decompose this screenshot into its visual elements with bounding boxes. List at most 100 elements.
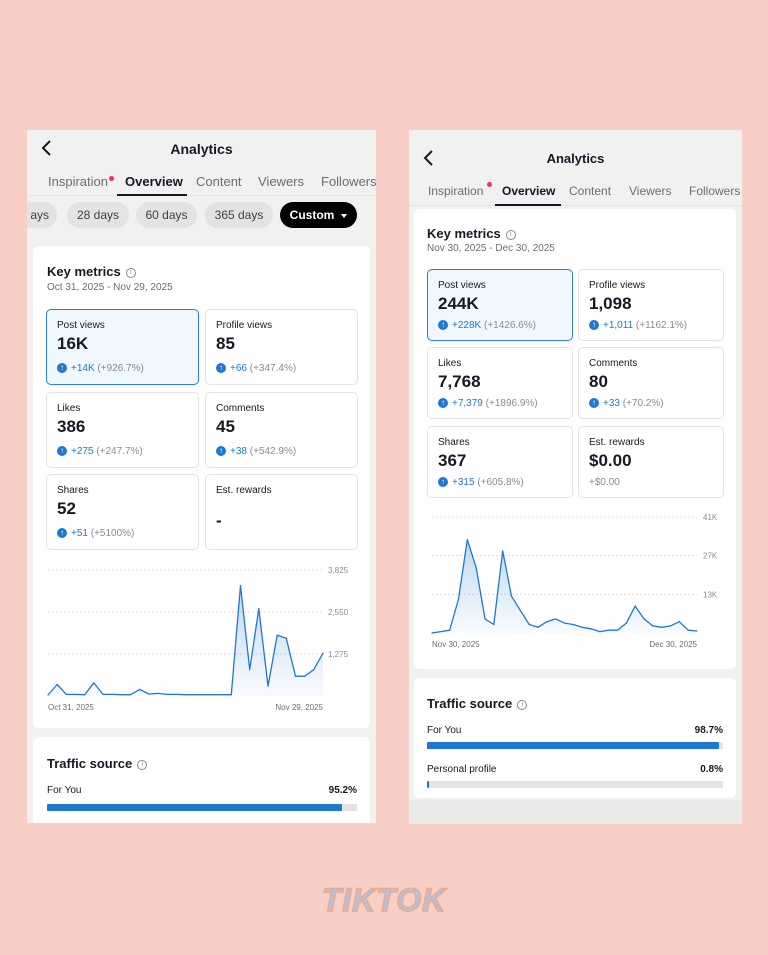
data-point	[129, 694, 132, 696]
tab-viewers[interactable]: Viewers	[629, 184, 672, 198]
data-point	[221, 694, 223, 696]
metric-label: Shares	[57, 485, 89, 496]
traffic-source-title: Traffic source	[47, 756, 133, 771]
tab-inspiration[interactable]: Inspiration	[48, 174, 108, 189]
metric-value: 367	[438, 451, 467, 470]
metric-value: 52	[57, 499, 76, 518]
notification-dot	[109, 176, 114, 181]
pill-custom-label: Custom	[289, 208, 335, 222]
x-label-end: Nov 29, 2025	[275, 703, 323, 712]
data-point	[230, 694, 232, 696]
pill-365-days[interactable]: 365 days	[205, 202, 273, 228]
change-pct: (+247.7%)	[96, 446, 143, 457]
data-point	[572, 623, 574, 626]
change-abs: +1,011	[603, 320, 634, 331]
data-point	[669, 625, 672, 627]
data-point	[563, 622, 566, 624]
metric-profile-views[interactable]: Profile views 1,098 ↑ +1,011 (+1162.1%)	[578, 269, 724, 341]
pill-7-days[interactable]: ays	[27, 202, 57, 228]
tab-viewers[interactable]: Viewers	[258, 174, 305, 189]
key-metrics-heading: Key metrics i	[427, 226, 516, 241]
tab-content[interactable]: Content	[569, 184, 612, 198]
tab-inspiration[interactable]: Inspiration	[428, 184, 484, 198]
metric-shares[interactable]: Shares 52 ↑ +51 (+5100%)	[46, 474, 199, 550]
change-pct: (+542.9%)	[249, 446, 297, 457]
pill-60-days[interactable]: 60 days	[136, 202, 197, 228]
arrow-up-icon: ↑	[438, 477, 448, 488]
metric-est-rewards[interactable]: Est. rewards -	[205, 474, 358, 550]
traffic-label: For You	[427, 725, 462, 736]
metric-likes[interactable]: Likes 7,768 ↑ +7,379 (+1896.9%)	[427, 347, 573, 419]
tab-followers[interactable]: Followers	[321, 174, 376, 189]
left-screenshot: Analytics Inspiration Overview Content V…	[27, 130, 376, 823]
info-icon[interactable]: i	[137, 759, 148, 770]
tab-content[interactable]: Content	[196, 174, 242, 189]
data-point	[608, 629, 610, 631]
arrow-up-icon: ↑	[589, 398, 599, 409]
metric-label: Profile views	[589, 280, 646, 291]
post-views-chart: 41K 27K 13K Nov 30, 2025 Dec 30, 2025	[431, 513, 718, 649]
pill-28-days[interactable]: 28 days	[67, 202, 129, 228]
info-icon[interactable]: i	[125, 267, 136, 278]
traffic-bar-fill	[427, 742, 720, 749]
data-point	[65, 693, 67, 695]
bottom-area	[409, 800, 742, 824]
tab-overview[interactable]: Overview	[502, 184, 556, 198]
tab-followers[interactable]: Followers	[689, 184, 741, 198]
metric-value: -	[216, 511, 222, 530]
back-arrow-icon[interactable]	[37, 138, 57, 158]
tab-bar: Inspiration Overview Content Viewers Fol…	[27, 166, 376, 196]
data-point	[102, 693, 104, 695]
traffic-row-for-you: For You 95.2%	[47, 785, 357, 796]
change-pct: (+605.8%)	[477, 477, 524, 488]
arrow-up-icon: ↑	[438, 320, 448, 331]
metric-label: Post views	[57, 320, 105, 331]
metric-profile-views[interactable]: Profile views 85 ↑ +66 (+347.4%)	[205, 309, 358, 385]
data-point	[139, 688, 141, 691]
metric-change: ↑ +38 (+542.9%)	[216, 446, 296, 457]
traffic-bar	[47, 804, 357, 811]
metric-value: 386	[57, 417, 86, 436]
pill-custom[interactable]: Custom	[280, 202, 357, 228]
metric-comments[interactable]: Comments 80 ↑ +33 (+70.2%)	[578, 347, 724, 419]
traffic-source-heading: Traffic source i	[47, 756, 148, 771]
tab-bar: Inspiration Overview Content Viewers Fol…	[409, 176, 742, 206]
change-abs: +33	[603, 398, 620, 409]
metric-post-views[interactable]: Post views 244K ↑ +228K (+1426.6%)	[427, 269, 573, 341]
data-point	[625, 622, 627, 624]
metric-label: Likes	[57, 403, 81, 414]
traffic-source-title: Traffic source	[427, 696, 513, 711]
page-title: Analytics	[546, 151, 605, 166]
metric-est-rewards[interactable]: Est. rewards $0.00 +$0.00	[578, 426, 724, 498]
key-metrics-title: Key metrics	[47, 264, 121, 279]
key-metrics-heading: Key metrics i	[47, 264, 136, 279]
data-point	[555, 618, 557, 620]
info-icon[interactable]: i	[517, 699, 528, 710]
metric-label: Est. rewards	[589, 437, 645, 448]
data-point	[84, 694, 86, 696]
data-point	[484, 618, 486, 620]
data-point	[249, 669, 251, 671]
data-point	[528, 623, 530, 626]
data-point	[616, 629, 619, 631]
change-abs: +38	[230, 446, 247, 457]
data-point	[267, 685, 269, 687]
arrow-up-icon: ↑	[216, 446, 226, 457]
metric-post-views[interactable]: Post views 16K ↑ +14K (+926.7%)	[46, 309, 199, 385]
change-abs: +7,379	[452, 398, 483, 409]
back-arrow-icon[interactable]	[419, 148, 439, 168]
metric-change: ↑ +315 (+605.8%)	[438, 477, 524, 488]
y-tick-label: 27K	[703, 552, 718, 561]
metric-likes[interactable]: Likes 386 ↑ +275 (+247.7%)	[46, 392, 199, 468]
metric-change: ↑ +66 (+347.4%)	[216, 363, 296, 374]
metric-label: Profile views	[216, 320, 273, 331]
date-range: Oct 31, 2025 - Nov 29, 2025	[47, 282, 173, 293]
x-label-start: Nov 30, 2025	[432, 640, 480, 649]
metric-shares[interactable]: Shares 367 ↑ +315 (+605.8%)	[427, 426, 573, 498]
date-range: Nov 30, 2025 - Dec 30, 2025	[427, 243, 555, 254]
metric-change: ↑ +275 (+247.7%)	[57, 446, 143, 457]
metric-value: 7,768	[438, 372, 481, 391]
tab-overview[interactable]: Overview	[125, 174, 183, 189]
info-icon[interactable]: i	[505, 229, 516, 240]
metric-comments[interactable]: Comments 45 ↑ +38 (+542.9%)	[205, 392, 358, 468]
